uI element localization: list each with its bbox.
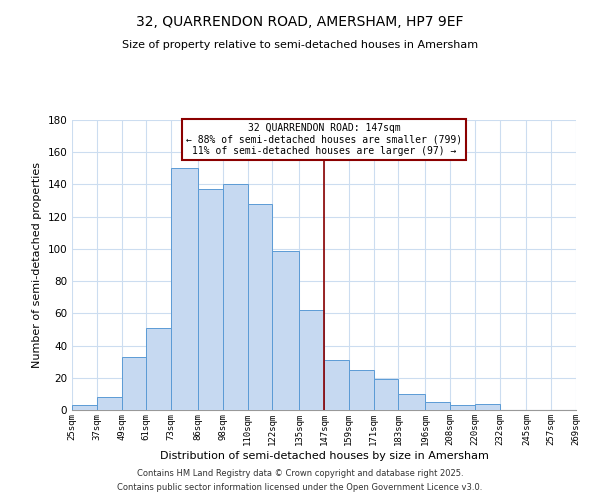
- Bar: [349, 370, 374, 410]
- X-axis label: Distribution of semi-detached houses by size in Amersham: Distribution of semi-detached houses by …: [160, 450, 488, 460]
- Bar: [374, 380, 398, 410]
- Bar: [425, 402, 450, 410]
- Bar: [146, 328, 171, 410]
- Bar: [97, 397, 122, 410]
- Text: Contains public sector information licensed under the Open Government Licence v3: Contains public sector information licen…: [118, 484, 482, 492]
- Bar: [171, 168, 198, 410]
- Bar: [272, 250, 299, 410]
- Bar: [223, 184, 248, 410]
- Bar: [248, 204, 272, 410]
- Bar: [450, 405, 475, 410]
- Bar: [398, 394, 425, 410]
- Bar: [475, 404, 500, 410]
- Bar: [324, 360, 349, 410]
- Y-axis label: Number of semi-detached properties: Number of semi-detached properties: [32, 162, 42, 368]
- Bar: [72, 405, 97, 410]
- Bar: [299, 310, 324, 410]
- Bar: [122, 357, 146, 410]
- Text: 32, QUARRENDON ROAD, AMERSHAM, HP7 9EF: 32, QUARRENDON ROAD, AMERSHAM, HP7 9EF: [136, 15, 464, 29]
- Bar: [198, 190, 223, 410]
- Text: Contains HM Land Registry data © Crown copyright and database right 2025.: Contains HM Land Registry data © Crown c…: [137, 468, 463, 477]
- Text: 32 QUARRENDON ROAD: 147sqm
← 88% of semi-detached houses are smaller (799)
11% o: 32 QUARRENDON ROAD: 147sqm ← 88% of semi…: [186, 123, 462, 156]
- Text: Size of property relative to semi-detached houses in Amersham: Size of property relative to semi-detach…: [122, 40, 478, 50]
